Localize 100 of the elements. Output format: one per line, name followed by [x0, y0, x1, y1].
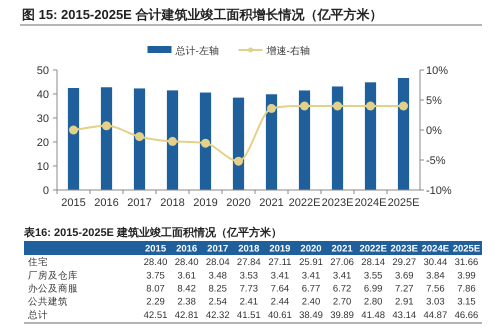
- data-label: 3.55: [364, 270, 382, 282]
- data-label: 40.61: [268, 310, 292, 321]
- data-label: 2.80: [364, 296, 382, 308]
- bar: [134, 88, 146, 190]
- x-tick-label: 2016: [176, 244, 198, 254]
- x-tick-label: 2023E: [390, 244, 418, 254]
- data-label: 2.44: [270, 296, 290, 308]
- data-label: 3.41: [270, 270, 290, 282]
- data-label: 27.84: [236, 257, 261, 268]
- y-tick-label: 30: [36, 113, 49, 125]
- data-label: 7.86: [457, 284, 476, 294]
- data-label: 6.72: [332, 284, 352, 294]
- x-tick-label: 2022E: [359, 244, 387, 254]
- x-tick-label: 2019: [269, 244, 290, 254]
- point: [333, 102, 342, 110]
- data-label: 46.66: [454, 310, 478, 321]
- y-tick-label: 50: [36, 65, 49, 77]
- point: [69, 126, 78, 134]
- y-tick-label: 公共建筑: [28, 296, 68, 308]
- y-tick-label: 40: [36, 89, 49, 101]
- data-label: 3.69: [395, 270, 414, 282]
- point: [201, 138, 210, 148]
- bar: [100, 87, 112, 190]
- data-label: 7.56: [426, 284, 445, 294]
- data-label: 3.41: [302, 270, 320, 282]
- data-label: 42.51: [144, 310, 168, 321]
- point: [399, 102, 408, 110]
- y2-tick-label: -10%: [426, 185, 452, 197]
- data-label: 7.73: [240, 284, 258, 294]
- data-label: 25.91: [299, 257, 323, 268]
- data-label: 30.44: [423, 257, 448, 268]
- data-label: 2.38: [177, 296, 196, 308]
- data-label: 28.40: [144, 257, 168, 268]
- data-label: 8.25: [208, 284, 227, 294]
- bar: [298, 90, 310, 190]
- x-tick-label: 2020: [226, 197, 251, 209]
- x-tick-label: 2015: [61, 197, 86, 209]
- data-label: 8.07: [146, 284, 165, 294]
- data-label: 3.41: [332, 270, 352, 282]
- data-label: 41.48: [361, 310, 386, 321]
- y2-tick-label: 5%: [426, 95, 442, 107]
- bar: [166, 90, 178, 190]
- data-label: 42.32: [206, 310, 230, 321]
- x-tick-label: 2015: [144, 244, 167, 254]
- data-label: 28.14: [361, 257, 386, 268]
- x-tick-label: 2023E: [322, 197, 354, 209]
- y-tick-label: 10: [36, 161, 49, 173]
- point: [135, 132, 144, 142]
- y-tick-label: 20: [36, 137, 49, 149]
- chart-title: 表16: 2015-2025E 建筑业竣工面积情况（亿平方米）: [23, 226, 282, 239]
- data-label: 43.14: [392, 310, 416, 321]
- data-label: 6.77: [302, 284, 320, 294]
- data-label: 38.49: [299, 310, 323, 321]
- x-tick-label: 2018: [238, 244, 260, 254]
- data-label: 42.81: [174, 310, 199, 321]
- data-label: 3.48: [208, 270, 227, 282]
- y-tick-label: 办公及商服: [28, 282, 78, 294]
- data-label: 28.04: [206, 257, 230, 268]
- bar: [68, 88, 80, 190]
- x-tick-label: 2017: [207, 244, 228, 254]
- bar: [398, 78, 410, 190]
- x-tick-label: 2025E: [452, 244, 480, 254]
- legend-label: 增速-右轴: [266, 45, 310, 57]
- data-label: 3.75: [146, 270, 165, 282]
- data-label: 3.03: [426, 296, 445, 308]
- data-label: 2.70: [332, 296, 352, 308]
- data-label: 7.64: [270, 284, 290, 294]
- y2-tick-label: 10%: [426, 65, 448, 77]
- data-label: 8.42: [177, 284, 196, 294]
- x-tick-label: 2018: [160, 197, 185, 209]
- y-tick-label: 总计: [27, 308, 48, 321]
- x-tick-label: 2017: [127, 197, 152, 209]
- y2-tick-label: -5%: [426, 155, 446, 167]
- x-tick-label: 2019: [193, 197, 218, 209]
- data-label: 3.99: [457, 270, 476, 282]
- data-label: 6.99: [364, 284, 382, 294]
- bar: [232, 98, 244, 190]
- bar: [200, 92, 212, 190]
- data-label: 27.06: [330, 257, 354, 268]
- data-label: 31.66: [454, 257, 478, 268]
- bar: [364, 82, 376, 190]
- data-label: 44.87: [423, 310, 448, 321]
- x-tick-label: 2024E: [422, 244, 450, 254]
- bar: [266, 94, 278, 190]
- data-label: 2.54: [208, 296, 227, 308]
- point: [300, 102, 309, 110]
- point: [234, 156, 243, 166]
- data-label: 3.15: [457, 296, 476, 308]
- point: [267, 104, 276, 113]
- y-tick-label: 厂房及仓库: [28, 269, 78, 282]
- x-tick-label: 2024E: [354, 197, 386, 209]
- data-label: 39.89: [330, 310, 354, 321]
- y-tick-label: 住宅: [28, 256, 48, 268]
- data-label: 2.40: [302, 296, 320, 308]
- y2-tick-label: 0%: [426, 125, 442, 137]
- x-tick-label: 2020: [300, 244, 322, 254]
- data-label: 2.41: [240, 296, 258, 308]
- data-label: 29.27: [392, 257, 416, 268]
- data-label: 3.61: [177, 270, 196, 282]
- legend-label: 总计-左轴: [174, 45, 219, 57]
